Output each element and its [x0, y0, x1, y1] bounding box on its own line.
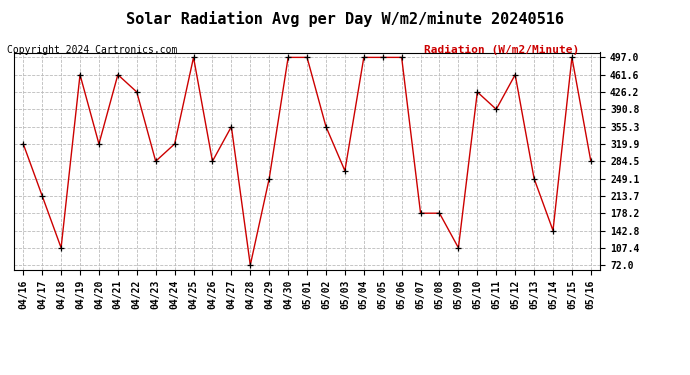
Text: Solar Radiation Avg per Day W/m2/minute 20240516: Solar Radiation Avg per Day W/m2/minute … — [126, 11, 564, 27]
Text: Radiation (W/m2/Minute): Radiation (W/m2/Minute) — [424, 45, 580, 55]
Text: Copyright 2024 Cartronics.com: Copyright 2024 Cartronics.com — [7, 45, 177, 55]
